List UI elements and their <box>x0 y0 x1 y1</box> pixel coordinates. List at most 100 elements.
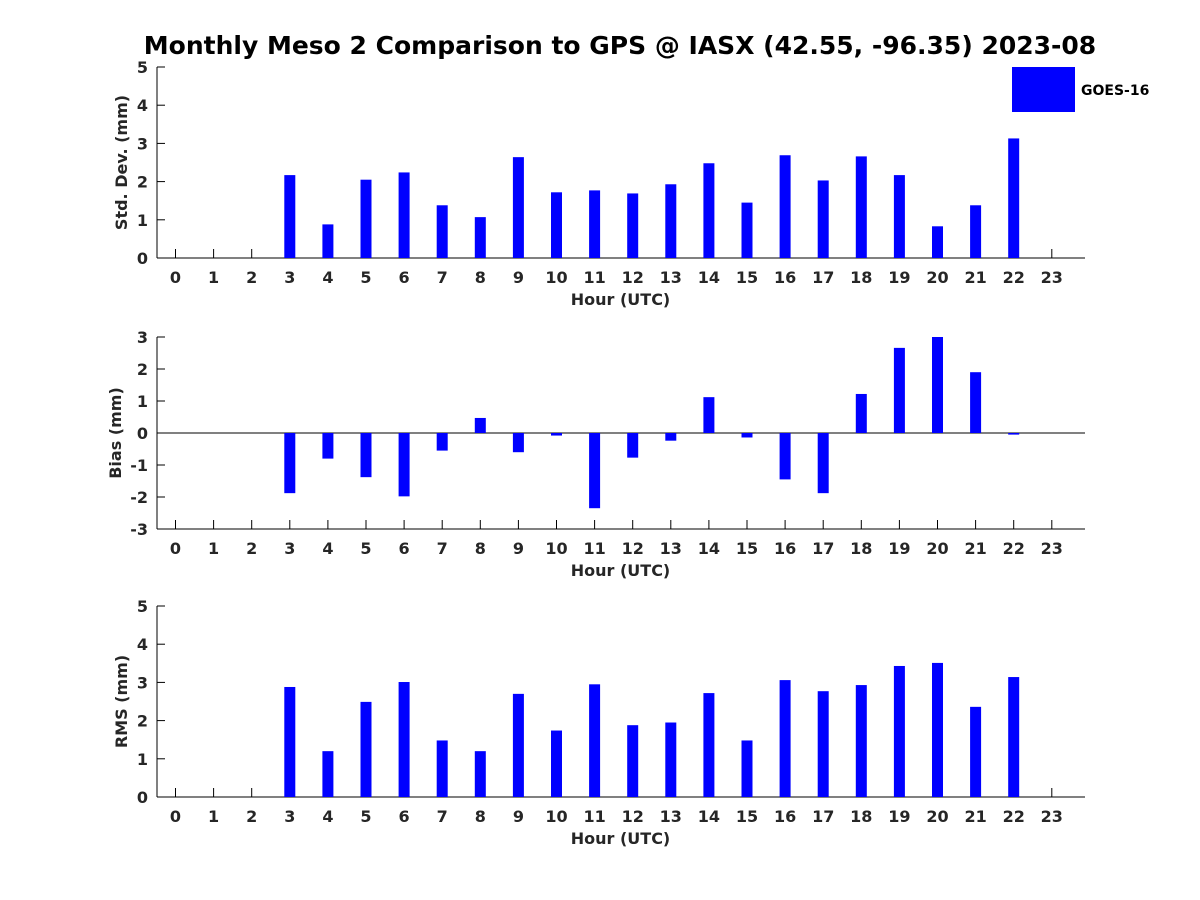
bar-1-hour-16 <box>779 155 791 258</box>
bar-1-hour-12 <box>627 193 639 258</box>
x-tick-label: 17 <box>812 807 834 826</box>
bar-2-hour-6 <box>398 433 410 497</box>
y-tick-label: 1 <box>137 750 148 769</box>
x-tick-label: 1 <box>208 268 219 287</box>
bar-2-hour-8 <box>474 417 486 433</box>
x-tick-label: 2 <box>246 268 257 287</box>
bar-3-hour-19 <box>893 665 905 797</box>
x-tick-label: 3 <box>284 807 295 826</box>
x-tick-label: 12 <box>622 268 644 287</box>
bar-3-hour-3 <box>284 686 296 797</box>
x-tick-label: 7 <box>437 807 448 826</box>
x-tick-label: 8 <box>475 268 486 287</box>
x-tick-label: 3 <box>284 268 295 287</box>
bar-3-hour-4 <box>322 751 334 797</box>
x-tick-label: 21 <box>964 807 986 826</box>
y-tick-label: 0 <box>137 249 148 268</box>
bar-3-hour-20 <box>932 662 943 797</box>
x-tick-label: 23 <box>1041 539 1063 558</box>
y-tick-label: 0 <box>137 788 148 807</box>
x-tick-label: 9 <box>513 268 524 287</box>
y-tick-label: 2 <box>137 712 148 731</box>
bar-2-hour-7 <box>436 433 448 451</box>
bar-1-hour-6 <box>398 172 410 258</box>
bar-1-hour-15 <box>741 202 753 258</box>
y-tick-label: 1 <box>137 392 148 411</box>
bar-1-hour-18 <box>855 156 867 258</box>
x-tick-label: 16 <box>774 807 796 826</box>
x-tick-label: 2 <box>246 539 257 558</box>
x-tick-label: 6 <box>399 539 410 558</box>
bar-2-hour-4 <box>322 433 334 459</box>
x-tick-label: 1 <box>208 807 219 826</box>
x-tick-label: 22 <box>1003 268 1025 287</box>
x-tick-label: 22 <box>1003 807 1025 826</box>
bar-1-hour-3 <box>284 175 296 258</box>
bar-2-hour-13 <box>665 433 677 441</box>
y-tick-label: -2 <box>130 488 148 507</box>
x-tick-label: 7 <box>437 539 448 558</box>
x-tick-label: 13 <box>660 807 682 826</box>
bar-3-hour-14 <box>703 693 715 797</box>
bar-1-hour-5 <box>360 179 372 258</box>
bar-1-hour-14 <box>703 163 715 258</box>
x-tick-label: 12 <box>622 807 644 826</box>
x-tick-label: 5 <box>360 268 371 287</box>
bar-1-hour-19 <box>893 175 905 258</box>
figure-title: Monthly Meso 2 Comparison to GPS @ IASX … <box>144 31 1096 60</box>
y-tick-label: 2 <box>137 173 148 192</box>
x-tick-label: 15 <box>736 268 758 287</box>
bar-2-hour-17 <box>817 433 829 494</box>
x-tick-label: 11 <box>583 268 605 287</box>
y-tick-label: 0 <box>137 424 148 443</box>
x-tick-label: 21 <box>964 539 986 558</box>
bar-1-hour-21 <box>970 205 982 258</box>
bar-2-hour-19 <box>893 347 905 433</box>
x-tick-label: 21 <box>964 268 986 287</box>
y-tick-label: 5 <box>137 597 148 616</box>
x-tick-label: 20 <box>926 539 948 558</box>
x-tick-label: 19 <box>888 268 910 287</box>
x-tick-label: 10 <box>545 807 567 826</box>
x-tick-label: 17 <box>812 268 834 287</box>
x-tick-label: 10 <box>545 539 567 558</box>
x-axis-label: Hour (UTC) <box>571 561 671 580</box>
x-tick-label: 7 <box>437 268 448 287</box>
y-tick-label: 3 <box>137 673 148 692</box>
bar-3-hour-22 <box>1008 677 1020 797</box>
x-tick-label: 2 <box>246 807 257 826</box>
bar-1-hour-17 <box>817 180 829 258</box>
bar-1-hour-20 <box>932 226 943 258</box>
y-tick-label: 4 <box>137 635 148 654</box>
bar-3-hour-9 <box>512 693 524 797</box>
x-tick-label: 13 <box>660 539 682 558</box>
x-tick-label: 20 <box>926 268 948 287</box>
x-tick-label: 3 <box>284 539 295 558</box>
x-tick-label: 0 <box>170 268 181 287</box>
bar-3-hour-7 <box>436 740 448 797</box>
bar-3-hour-6 <box>398 682 410 797</box>
bar-3-hour-10 <box>551 730 562 797</box>
bar-1-hour-22 <box>1008 138 1020 258</box>
x-tick-label: 14 <box>698 268 720 287</box>
x-tick-label: 15 <box>736 539 758 558</box>
x-tick-label: 8 <box>475 539 486 558</box>
legend-label-goes16: GOES-16 <box>1081 83 1149 99</box>
bar-1-hour-4 <box>322 224 334 258</box>
y-tick-label: -3 <box>130 520 148 539</box>
x-tick-label: 18 <box>850 807 872 826</box>
x-tick-label: 0 <box>170 539 181 558</box>
x-axis-label: Hour (UTC) <box>571 829 671 848</box>
x-tick-label: 5 <box>360 807 371 826</box>
y-tick-label: 2 <box>137 360 148 379</box>
bar-3-hour-16 <box>779 680 791 797</box>
bar-1-hour-7 <box>436 205 448 258</box>
x-tick-label: 8 <box>475 807 486 826</box>
y-tick-label: 3 <box>137 134 148 153</box>
x-tick-label: 4 <box>322 539 333 558</box>
